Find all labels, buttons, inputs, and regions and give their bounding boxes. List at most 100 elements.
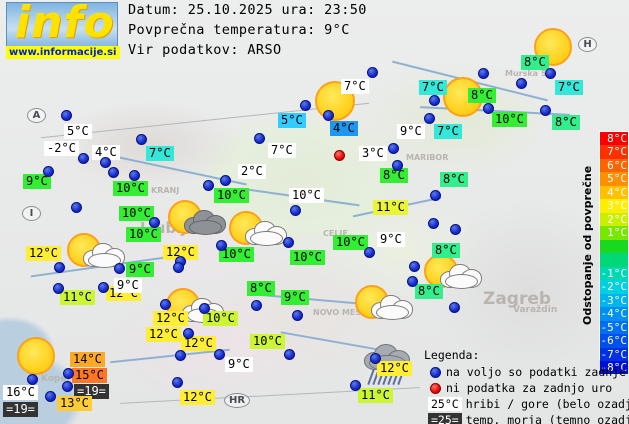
station-dot[interactable] — [388, 143, 399, 154]
station-dot[interactable] — [300, 100, 311, 111]
station-dot[interactable] — [284, 349, 295, 360]
station-dot[interactable] — [540, 105, 551, 116]
station-temperature-chip[interactable]: 9°C — [114, 278, 142, 293]
station-dot[interactable] — [78, 153, 89, 164]
station-dot[interactable] — [424, 113, 435, 124]
station-dot[interactable] — [450, 224, 461, 235]
station-temperature-chip[interactable]: 7°C — [146, 146, 174, 161]
station-temperature-chip[interactable]: 7°C — [268, 143, 296, 158]
station-temperature-chip[interactable]: 9°C — [23, 174, 51, 189]
station-dot[interactable] — [254, 133, 265, 144]
station-temperature-chip[interactable]: 7°C — [434, 124, 462, 139]
station-dot[interactable] — [214, 349, 225, 360]
station-dot[interactable] — [114, 263, 125, 274]
station-temperature-chip[interactable]: 9°C — [281, 290, 309, 305]
station-temperature-chip[interactable]: 7°C — [555, 80, 583, 95]
station-dot[interactable] — [160, 299, 171, 310]
station-dot[interactable] — [409, 261, 420, 272]
station-dot[interactable] — [392, 160, 403, 171]
station-temperature-chip[interactable]: -2°C — [44, 141, 79, 156]
station-dot[interactable] — [251, 300, 262, 311]
station-temperature-chip[interactable]: 8°C — [468, 88, 496, 103]
logo-url-label[interactable]: www.informacije.si — [6, 46, 120, 59]
station-dot[interactable] — [220, 175, 231, 186]
station-temperature-chip[interactable]: 16°C — [3, 385, 38, 400]
station-dot[interactable] — [43, 166, 54, 177]
station-dot-no-data[interactable] — [334, 150, 345, 161]
station-temperature-chip[interactable]: 8°C — [440, 172, 468, 187]
station-dot[interactable] — [175, 350, 186, 361]
station-temperature-chip[interactable]: 8°C — [521, 55, 549, 70]
station-temperature-chip[interactable]: 10°C — [333, 235, 368, 250]
station-dot[interactable] — [364, 247, 375, 258]
station-temperature-chip[interactable]: 10°C — [290, 250, 325, 265]
station-temperature-chip[interactable]: 10°C — [119, 206, 154, 221]
station-temperature-chip[interactable]: 10°C — [126, 227, 161, 242]
station-dot[interactable] — [323, 110, 334, 121]
station-dot[interactable] — [283, 237, 294, 248]
station-temperature-chip[interactable]: 10°C — [203, 311, 238, 326]
station-temperature-chip[interactable]: 12°C — [146, 327, 181, 342]
station-dot[interactable] — [54, 262, 65, 273]
station-temperature-chip[interactable]: 11°C — [358, 388, 393, 403]
station-temperature-chip[interactable]: 10°C — [289, 188, 324, 203]
station-dot[interactable] — [429, 95, 440, 106]
station-temperature-chip[interactable]: 12°C — [153, 311, 188, 326]
station-temperature-chip[interactable]: 8°C — [247, 281, 275, 296]
station-dot[interactable] — [108, 167, 119, 178]
station-dot[interactable] — [62, 381, 73, 392]
station-dot[interactable] — [367, 67, 378, 78]
station-temperature-chip[interactable]: 8°C — [415, 284, 443, 299]
station-dot[interactable] — [71, 202, 82, 213]
station-temperature-chip[interactable]: 10°C — [214, 188, 249, 203]
station-dot[interactable] — [428, 218, 439, 229]
station-dot[interactable] — [350, 380, 361, 391]
station-temperature-chip[interactable]: 8°C — [432, 243, 460, 258]
station-dot[interactable] — [449, 302, 460, 313]
station-temperature-chip[interactable]: 10°C — [113, 181, 148, 196]
station-temperature-chip[interactable]: 8°C — [552, 115, 580, 130]
station-temperature-chip[interactable]: 9°C — [377, 232, 405, 247]
station-dot[interactable] — [173, 262, 184, 273]
station-temperature-chip[interactable]: 14°C — [70, 352, 105, 367]
station-dot[interactable] — [199, 303, 210, 314]
station-temperature-chip[interactable]: 10°C — [492, 112, 527, 127]
station-temperature-chip[interactable]: 12°C — [26, 246, 61, 261]
station-dot[interactable] — [216, 240, 227, 251]
station-dot[interactable] — [98, 282, 109, 293]
station-temperature-chip[interactable]: 3°C — [359, 146, 387, 161]
station-dot[interactable] — [183, 328, 194, 339]
station-temperature-chip[interactable]: 15°C — [72, 368, 107, 383]
station-dot[interactable] — [53, 283, 64, 294]
station-dot[interactable] — [203, 180, 214, 191]
station-temperature-chip[interactable]: 12°C — [377, 361, 412, 376]
station-dot[interactable] — [149, 217, 160, 228]
station-dot[interactable] — [483, 103, 494, 114]
station-dot[interactable] — [478, 68, 489, 79]
station-temperature-chip[interactable]: 7°C — [341, 79, 369, 94]
station-temperature-chip[interactable]: 7°C — [419, 80, 447, 95]
station-temperature-chip[interactable]: 5°C — [64, 124, 92, 139]
station-dot[interactable] — [290, 205, 301, 216]
station-temperature-chip[interactable]: 10°C — [250, 334, 285, 349]
station-temperature-chip[interactable]: 2°C — [238, 164, 266, 179]
sea-temperature-chip[interactable]: =19= — [3, 402, 38, 417]
station-temperature-chip[interactable]: 9°C — [397, 124, 425, 139]
station-temperature-chip[interactable]: 11°C — [60, 290, 95, 305]
station-dot[interactable] — [172, 377, 183, 388]
station-dot[interactable] — [292, 310, 303, 321]
sea-temperature-chip[interactable]: =19= — [74, 384, 109, 399]
station-dot[interactable] — [100, 157, 111, 168]
station-dot[interactable] — [45, 391, 56, 402]
station-temperature-chip[interactable]: 9°C — [225, 357, 253, 372]
station-dot[interactable] — [61, 110, 72, 121]
station-dot[interactable] — [136, 134, 147, 145]
station-dot[interactable] — [545, 68, 556, 79]
station-dot[interactable] — [370, 353, 381, 364]
station-temperature-chip[interactable]: 9°C — [126, 262, 154, 277]
station-dot[interactable] — [129, 170, 140, 181]
station-temperature-chip[interactable]: 5°C — [278, 113, 306, 128]
station-temperature-chip[interactable]: 12°C — [180, 390, 215, 405]
station-dot[interactable] — [430, 190, 441, 201]
station-dot[interactable] — [63, 368, 74, 379]
